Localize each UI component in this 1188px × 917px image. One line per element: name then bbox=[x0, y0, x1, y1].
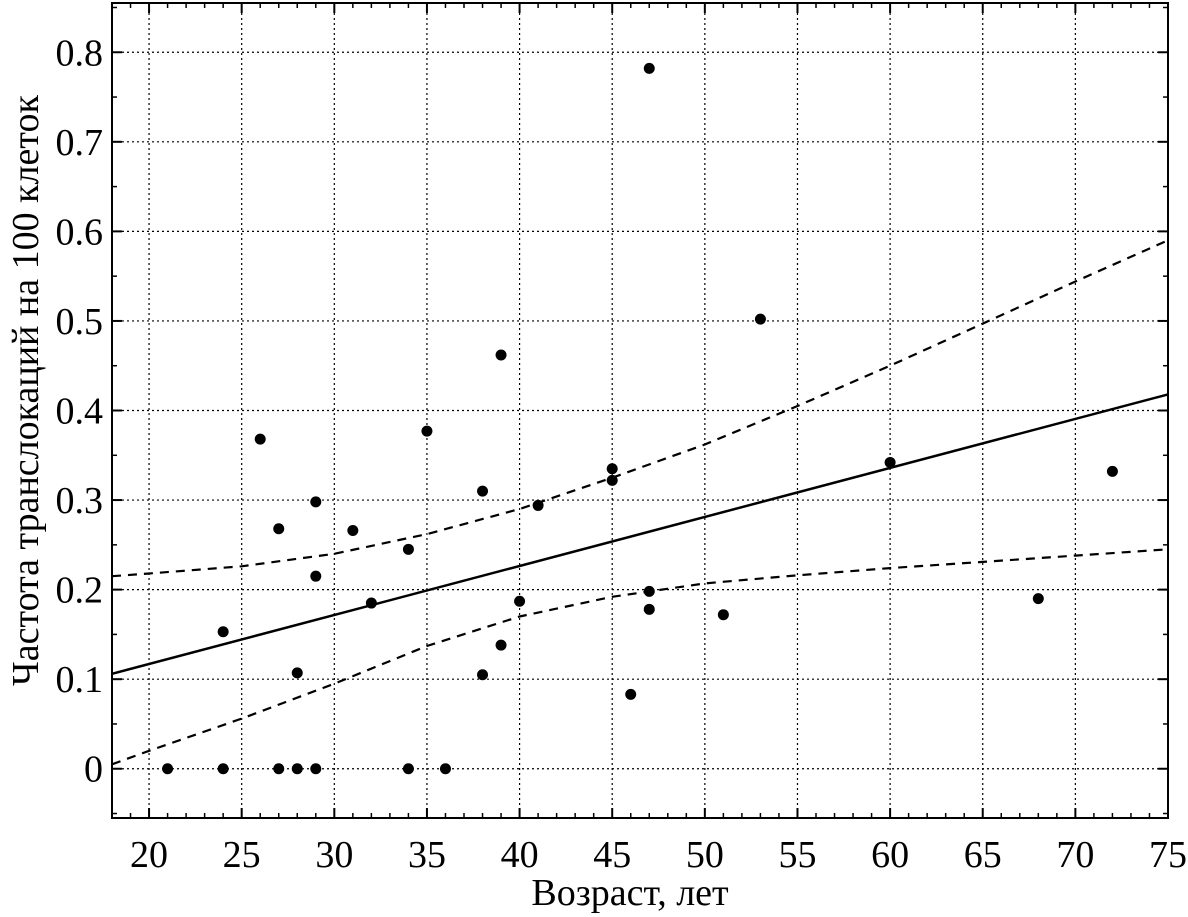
x-tick-label: 30 bbox=[315, 834, 353, 876]
y-tick-labels: 0 0.1 0.2 0.3 0.4 0.5 0.6 0.7 0.8 bbox=[56, 32, 104, 790]
data-point bbox=[884, 456, 896, 468]
y-axis-title: Частота транслокаций на 100 клеток bbox=[5, 95, 47, 686]
data-point bbox=[291, 667, 303, 679]
data-point bbox=[217, 763, 229, 775]
x-tick-label: 70 bbox=[1056, 834, 1094, 876]
x-tick-label: 65 bbox=[964, 834, 1002, 876]
x-tick-label: 50 bbox=[686, 834, 724, 876]
data-points bbox=[162, 62, 1118, 775]
data-point bbox=[421, 425, 433, 437]
regression-line bbox=[111, 393, 1169, 676]
data-point bbox=[291, 763, 303, 775]
data-point bbox=[477, 669, 489, 681]
data-point bbox=[402, 763, 414, 775]
x-axis-title: Возраст, лет bbox=[531, 872, 729, 914]
confidence-upper-line bbox=[111, 239, 1169, 578]
x-tick-label: 25 bbox=[223, 834, 261, 876]
x-tick-label: 60 bbox=[871, 834, 909, 876]
x-tick-label: 75 bbox=[1149, 834, 1187, 876]
data-point bbox=[643, 585, 655, 597]
x-tick-label: 20 bbox=[130, 834, 168, 876]
data-point bbox=[310, 570, 322, 582]
data-point bbox=[1032, 593, 1044, 605]
y-tick-label: 0.1 bbox=[56, 659, 104, 701]
data-point bbox=[495, 349, 507, 361]
data-point bbox=[254, 433, 266, 445]
y-tick-label: 0.3 bbox=[56, 480, 104, 522]
y-tick-label: 0.8 bbox=[56, 32, 104, 74]
data-point bbox=[402, 543, 414, 555]
data-point bbox=[643, 62, 655, 74]
data-point bbox=[273, 763, 285, 775]
plot-frame bbox=[111, 2, 1169, 819]
x-tick-label: 40 bbox=[501, 834, 539, 876]
confidence-lower-line bbox=[111, 548, 1169, 766]
data-point bbox=[495, 639, 507, 651]
data-point bbox=[643, 603, 655, 615]
data-point bbox=[606, 474, 618, 486]
y-tick-label: 0 bbox=[84, 749, 103, 791]
data-point bbox=[514, 595, 526, 607]
grid bbox=[112, 3, 1169, 818]
x-tick-label: 55 bbox=[778, 834, 816, 876]
regression-lines bbox=[111, 239, 1169, 766]
data-point bbox=[273, 523, 285, 535]
data-point bbox=[365, 597, 377, 609]
data-point bbox=[1106, 465, 1118, 477]
y-tick-label: 0.7 bbox=[56, 122, 104, 164]
data-point bbox=[439, 763, 451, 775]
x-tick-label: 45 bbox=[593, 834, 631, 876]
axis-ticks bbox=[111, 3, 1169, 818]
data-point bbox=[606, 463, 618, 475]
data-point bbox=[217, 626, 229, 638]
y-tick-label: 0.2 bbox=[56, 570, 104, 612]
data-point bbox=[717, 609, 729, 621]
data-point bbox=[347, 525, 359, 537]
data-point bbox=[162, 763, 174, 775]
data-point bbox=[310, 496, 322, 508]
data-point bbox=[754, 313, 766, 325]
data-point bbox=[532, 499, 544, 511]
y-tick-label: 0.4 bbox=[56, 391, 104, 433]
data-point bbox=[310, 763, 322, 775]
y-tick-label: 0.5 bbox=[56, 301, 104, 343]
y-tick-label: 0.6 bbox=[56, 211, 104, 253]
data-point bbox=[625, 688, 637, 700]
x-tick-label: 35 bbox=[408, 834, 446, 876]
x-tick-labels: 20 25 30 35 40 45 50 55 60 65 70 75 bbox=[130, 834, 1187, 876]
data-point bbox=[477, 485, 489, 497]
